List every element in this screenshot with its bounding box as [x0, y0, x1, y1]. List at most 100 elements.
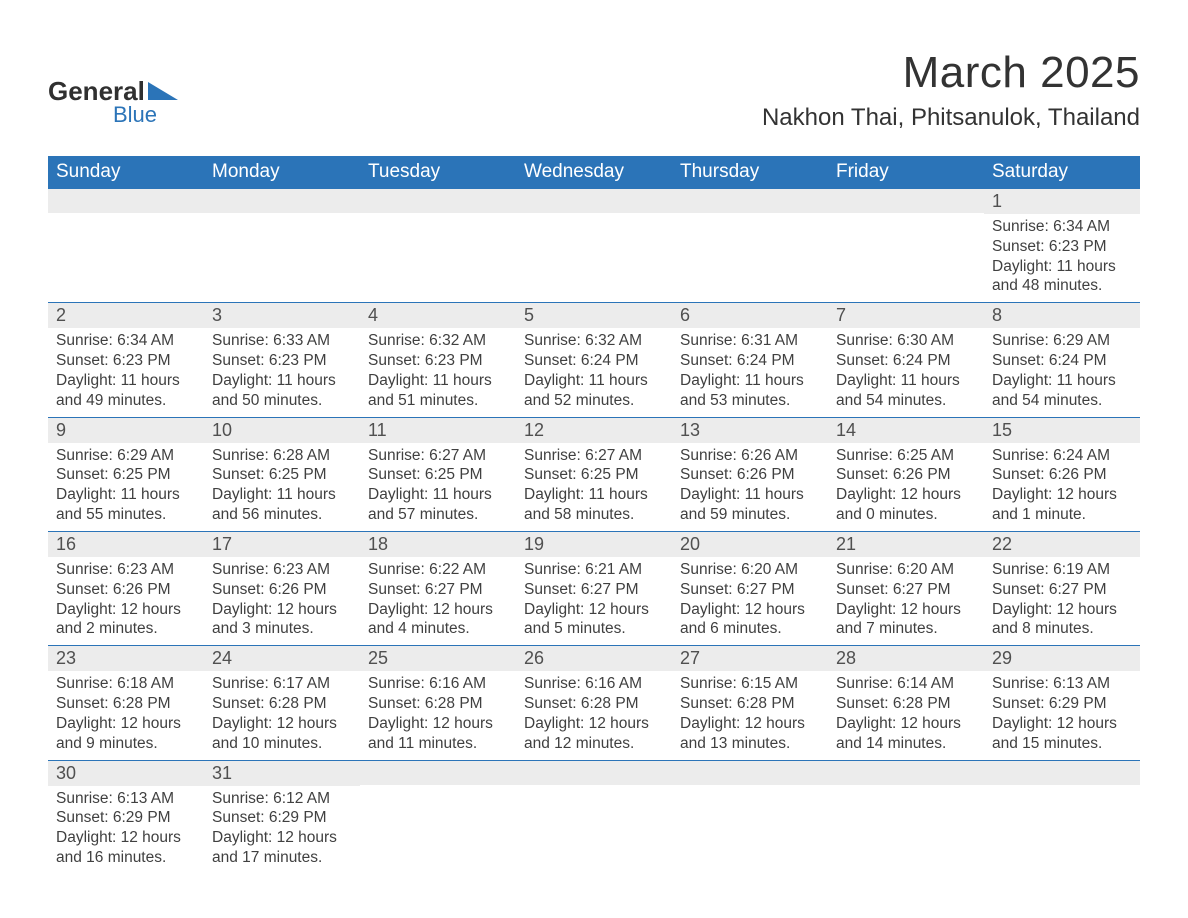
calendar-cell — [672, 760, 828, 874]
day-number: 16 — [48, 532, 204, 557]
day-number: 5 — [516, 303, 672, 328]
calendar-cell — [204, 189, 360, 303]
col-sunday: Sunday — [48, 156, 204, 189]
day-daylight1: Daylight: 11 hours — [368, 485, 508, 505]
day-sunset: Sunset: 6:28 PM — [56, 694, 196, 714]
day-sunset: Sunset: 6:25 PM — [212, 465, 352, 485]
calendar-cell: 27Sunrise: 6:15 AMSunset: 6:28 PMDayligh… — [672, 646, 828, 760]
calendar-cell: 19Sunrise: 6:21 AMSunset: 6:27 PMDayligh… — [516, 531, 672, 645]
day-number: 3 — [204, 303, 360, 328]
day-sunrise: Sunrise: 6:13 AM — [56, 789, 196, 809]
day-body: Sunrise: 6:31 AMSunset: 6:24 PMDaylight:… — [672, 328, 828, 416]
day-number-empty — [204, 189, 360, 213]
day-daylight1: Daylight: 12 hours — [992, 714, 1132, 734]
day-number: 22 — [984, 532, 1140, 557]
day-sunrise: Sunrise: 6:32 AM — [368, 331, 508, 351]
day-sunrise: Sunrise: 6:23 AM — [212, 560, 352, 580]
calendar-cell: 13Sunrise: 6:26 AMSunset: 6:26 PMDayligh… — [672, 417, 828, 531]
day-body-empty — [360, 213, 516, 291]
day-body: Sunrise: 6:25 AMSunset: 6:26 PMDaylight:… — [828, 443, 984, 531]
day-body: Sunrise: 6:27 AMSunset: 6:25 PMDaylight:… — [516, 443, 672, 531]
day-number: 21 — [828, 532, 984, 557]
day-number: 12 — [516, 418, 672, 443]
weekday-header-row: Sunday Monday Tuesday Wednesday Thursday… — [48, 156, 1140, 189]
day-sunrise: Sunrise: 6:21 AM — [524, 560, 664, 580]
calendar-week-row: 9Sunrise: 6:29 AMSunset: 6:25 PMDaylight… — [48, 417, 1140, 531]
calendar-cell — [984, 760, 1140, 874]
day-sunrise: Sunrise: 6:27 AM — [368, 446, 508, 466]
day-daylight2: and 10 minutes. — [212, 734, 352, 754]
day-number: 28 — [828, 646, 984, 671]
day-sunrise: Sunrise: 6:32 AM — [524, 331, 664, 351]
day-sunrise: Sunrise: 6:33 AM — [212, 331, 352, 351]
day-daylight2: and 5 minutes. — [524, 619, 664, 639]
day-daylight2: and 11 minutes. — [368, 734, 508, 754]
day-body: Sunrise: 6:30 AMSunset: 6:24 PMDaylight:… — [828, 328, 984, 416]
day-daylight1: Daylight: 12 hours — [836, 485, 976, 505]
day-number: 4 — [360, 303, 516, 328]
day-sunset: Sunset: 6:26 PM — [992, 465, 1132, 485]
day-sunrise: Sunrise: 6:20 AM — [680, 560, 820, 580]
calendar-cell: 20Sunrise: 6:20 AMSunset: 6:27 PMDayligh… — [672, 531, 828, 645]
calendar-cell — [516, 189, 672, 303]
day-number: 31 — [204, 761, 360, 786]
day-daylight2: and 52 minutes. — [524, 391, 664, 411]
day-daylight2: and 54 minutes. — [992, 391, 1132, 411]
day-daylight2: and 7 minutes. — [836, 619, 976, 639]
day-daylight2: and 13 minutes. — [680, 734, 820, 754]
day-body: Sunrise: 6:13 AMSunset: 6:29 PMDaylight:… — [48, 786, 204, 874]
day-daylight2: and 58 minutes. — [524, 505, 664, 525]
day-body: Sunrise: 6:17 AMSunset: 6:28 PMDaylight:… — [204, 671, 360, 759]
day-daylight1: Daylight: 12 hours — [56, 600, 196, 620]
day-sunset: Sunset: 6:27 PM — [368, 580, 508, 600]
day-sunset: Sunset: 6:27 PM — [680, 580, 820, 600]
day-number: 14 — [828, 418, 984, 443]
day-daylight1: Daylight: 12 hours — [524, 714, 664, 734]
day-sunset: Sunset: 6:23 PM — [368, 351, 508, 371]
day-daylight2: and 49 minutes. — [56, 391, 196, 411]
col-monday: Monday — [204, 156, 360, 189]
day-daylight2: and 51 minutes. — [368, 391, 508, 411]
day-sunset: Sunset: 6:26 PM — [56, 580, 196, 600]
day-sunrise: Sunrise: 6:26 AM — [680, 446, 820, 466]
day-body: Sunrise: 6:27 AMSunset: 6:25 PMDaylight:… — [360, 443, 516, 531]
day-number: 25 — [360, 646, 516, 671]
day-sunrise: Sunrise: 6:27 AM — [524, 446, 664, 466]
day-sunset: Sunset: 6:28 PM — [212, 694, 352, 714]
calendar-cell: 26Sunrise: 6:16 AMSunset: 6:28 PMDayligh… — [516, 646, 672, 760]
day-number: 13 — [672, 418, 828, 443]
day-number-empty — [516, 189, 672, 213]
calendar-week-row: 16Sunrise: 6:23 AMSunset: 6:26 PMDayligh… — [48, 531, 1140, 645]
day-daylight2: and 3 minutes. — [212, 619, 352, 639]
day-daylight2: and 14 minutes. — [836, 734, 976, 754]
day-sunset: Sunset: 6:25 PM — [56, 465, 196, 485]
day-daylight1: Daylight: 12 hours — [368, 714, 508, 734]
day-daylight1: Daylight: 11 hours — [56, 485, 196, 505]
calendar-week-row: 1Sunrise: 6:34 AMSunset: 6:23 PMDaylight… — [48, 189, 1140, 303]
calendar-cell — [360, 760, 516, 874]
calendar-cell: 29Sunrise: 6:13 AMSunset: 6:29 PMDayligh… — [984, 646, 1140, 760]
day-body: Sunrise: 6:18 AMSunset: 6:28 PMDaylight:… — [48, 671, 204, 759]
calendar-cell — [672, 189, 828, 303]
day-sunrise: Sunrise: 6:30 AM — [836, 331, 976, 351]
day-number: 27 — [672, 646, 828, 671]
day-sunset: Sunset: 6:25 PM — [524, 465, 664, 485]
calendar-cell: 16Sunrise: 6:23 AMSunset: 6:26 PMDayligh… — [48, 531, 204, 645]
day-daylight1: Daylight: 12 hours — [836, 600, 976, 620]
day-number: 9 — [48, 418, 204, 443]
day-body: Sunrise: 6:13 AMSunset: 6:29 PMDaylight:… — [984, 671, 1140, 759]
day-daylight2: and 59 minutes. — [680, 505, 820, 525]
calendar-cell: 7Sunrise: 6:30 AMSunset: 6:24 PMDaylight… — [828, 303, 984, 417]
day-sunset: Sunset: 6:27 PM — [836, 580, 976, 600]
day-number: 10 — [204, 418, 360, 443]
day-sunrise: Sunrise: 6:17 AM — [212, 674, 352, 694]
day-number: 7 — [828, 303, 984, 328]
day-daylight2: and 48 minutes. — [992, 276, 1132, 296]
day-daylight1: Daylight: 12 hours — [56, 828, 196, 848]
calendar-cell — [48, 189, 204, 303]
calendar-cell: 15Sunrise: 6:24 AMSunset: 6:26 PMDayligh… — [984, 417, 1140, 531]
day-sunset: Sunset: 6:28 PM — [680, 694, 820, 714]
day-body: Sunrise: 6:32 AMSunset: 6:23 PMDaylight:… — [360, 328, 516, 416]
day-daylight1: Daylight: 12 hours — [524, 600, 664, 620]
day-daylight1: Daylight: 11 hours — [680, 485, 820, 505]
